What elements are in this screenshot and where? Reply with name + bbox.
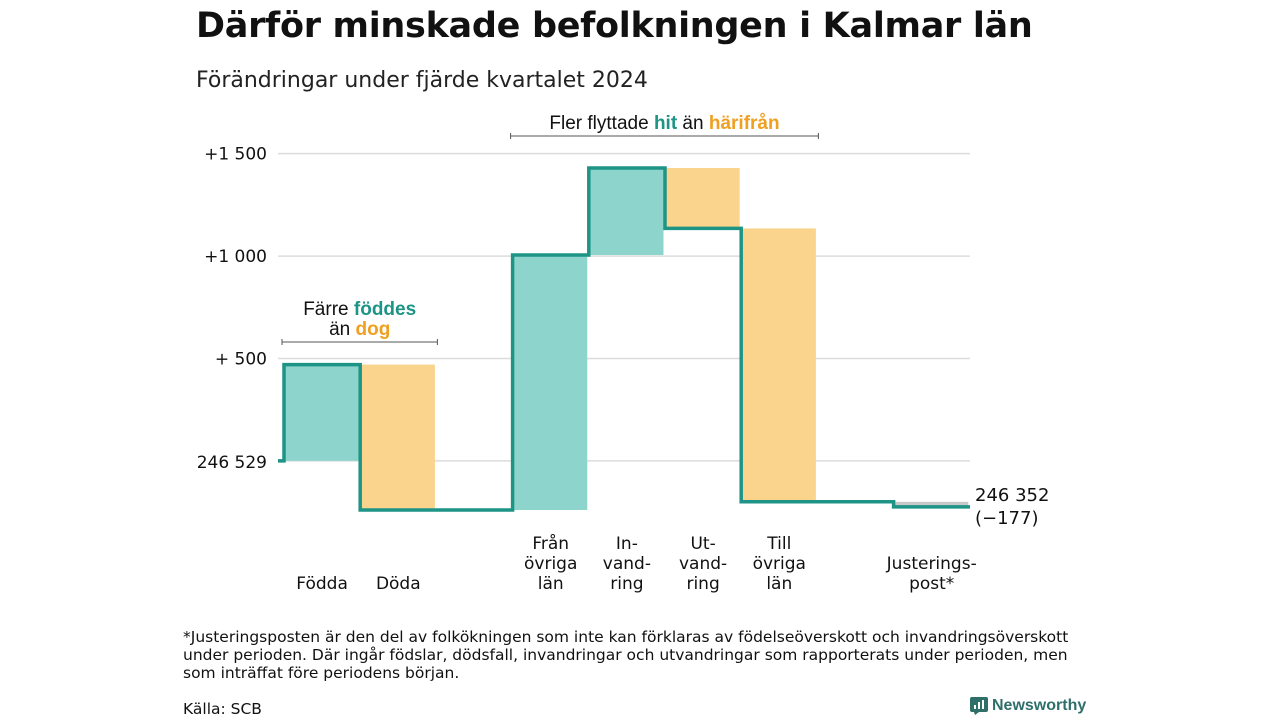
newsworthy-logo-text: Newsworthy: [992, 697, 1087, 714]
footnote: *Justeringsposten är den del av folkökni…: [183, 628, 1069, 682]
waterfall-bar: [361, 364, 435, 510]
newsworthy-logo-icon: [970, 697, 988, 715]
waterfall-bar: [742, 228, 816, 502]
annotation-text: än dog: [329, 319, 390, 340]
end-value-label: 246 352: [975, 485, 1049, 506]
waterfall-bar: [666, 168, 740, 229]
category-label: Till övriga län: [753, 534, 806, 594]
baseline-value-label: 246 529: [197, 453, 267, 473]
annotation-text: Fler flyttade hit än härifrån: [549, 113, 779, 134]
y-tick-label: + 500: [215, 349, 267, 369]
source-note: Källa: SCB: [183, 700, 262, 718]
category-label: Döda: [376, 574, 421, 594]
waterfall-bar: [895, 501, 969, 507]
annotation-text: Färre föddes: [303, 299, 416, 320]
category-label: Justerings-post*: [886, 554, 977, 594]
waterfall-bar: [285, 364, 359, 461]
y-tick-label: +1 500: [204, 145, 267, 165]
waterfall-bar: [590, 168, 664, 256]
y-tick-label: +1 000: [204, 247, 267, 267]
category-label: Födda: [296, 574, 348, 594]
chart-subtitle: Förändringar under fjärde kvartalet 2024: [196, 68, 648, 93]
chart-title: Därför minskade befolkningen i Kalmar lä…: [196, 6, 1033, 46]
category-label: In-vand-ring: [603, 534, 651, 594]
cumulative-step-line: [278, 166, 970, 512]
newsworthy-logo[interactable]: Newsworthy: [970, 697, 1086, 715]
waterfall-bar: [514, 255, 588, 510]
end-change-label: (−177): [975, 508, 1038, 529]
category-label: Från övriga län: [524, 533, 577, 594]
category-label: Ut-vand-ring: [679, 534, 727, 594]
